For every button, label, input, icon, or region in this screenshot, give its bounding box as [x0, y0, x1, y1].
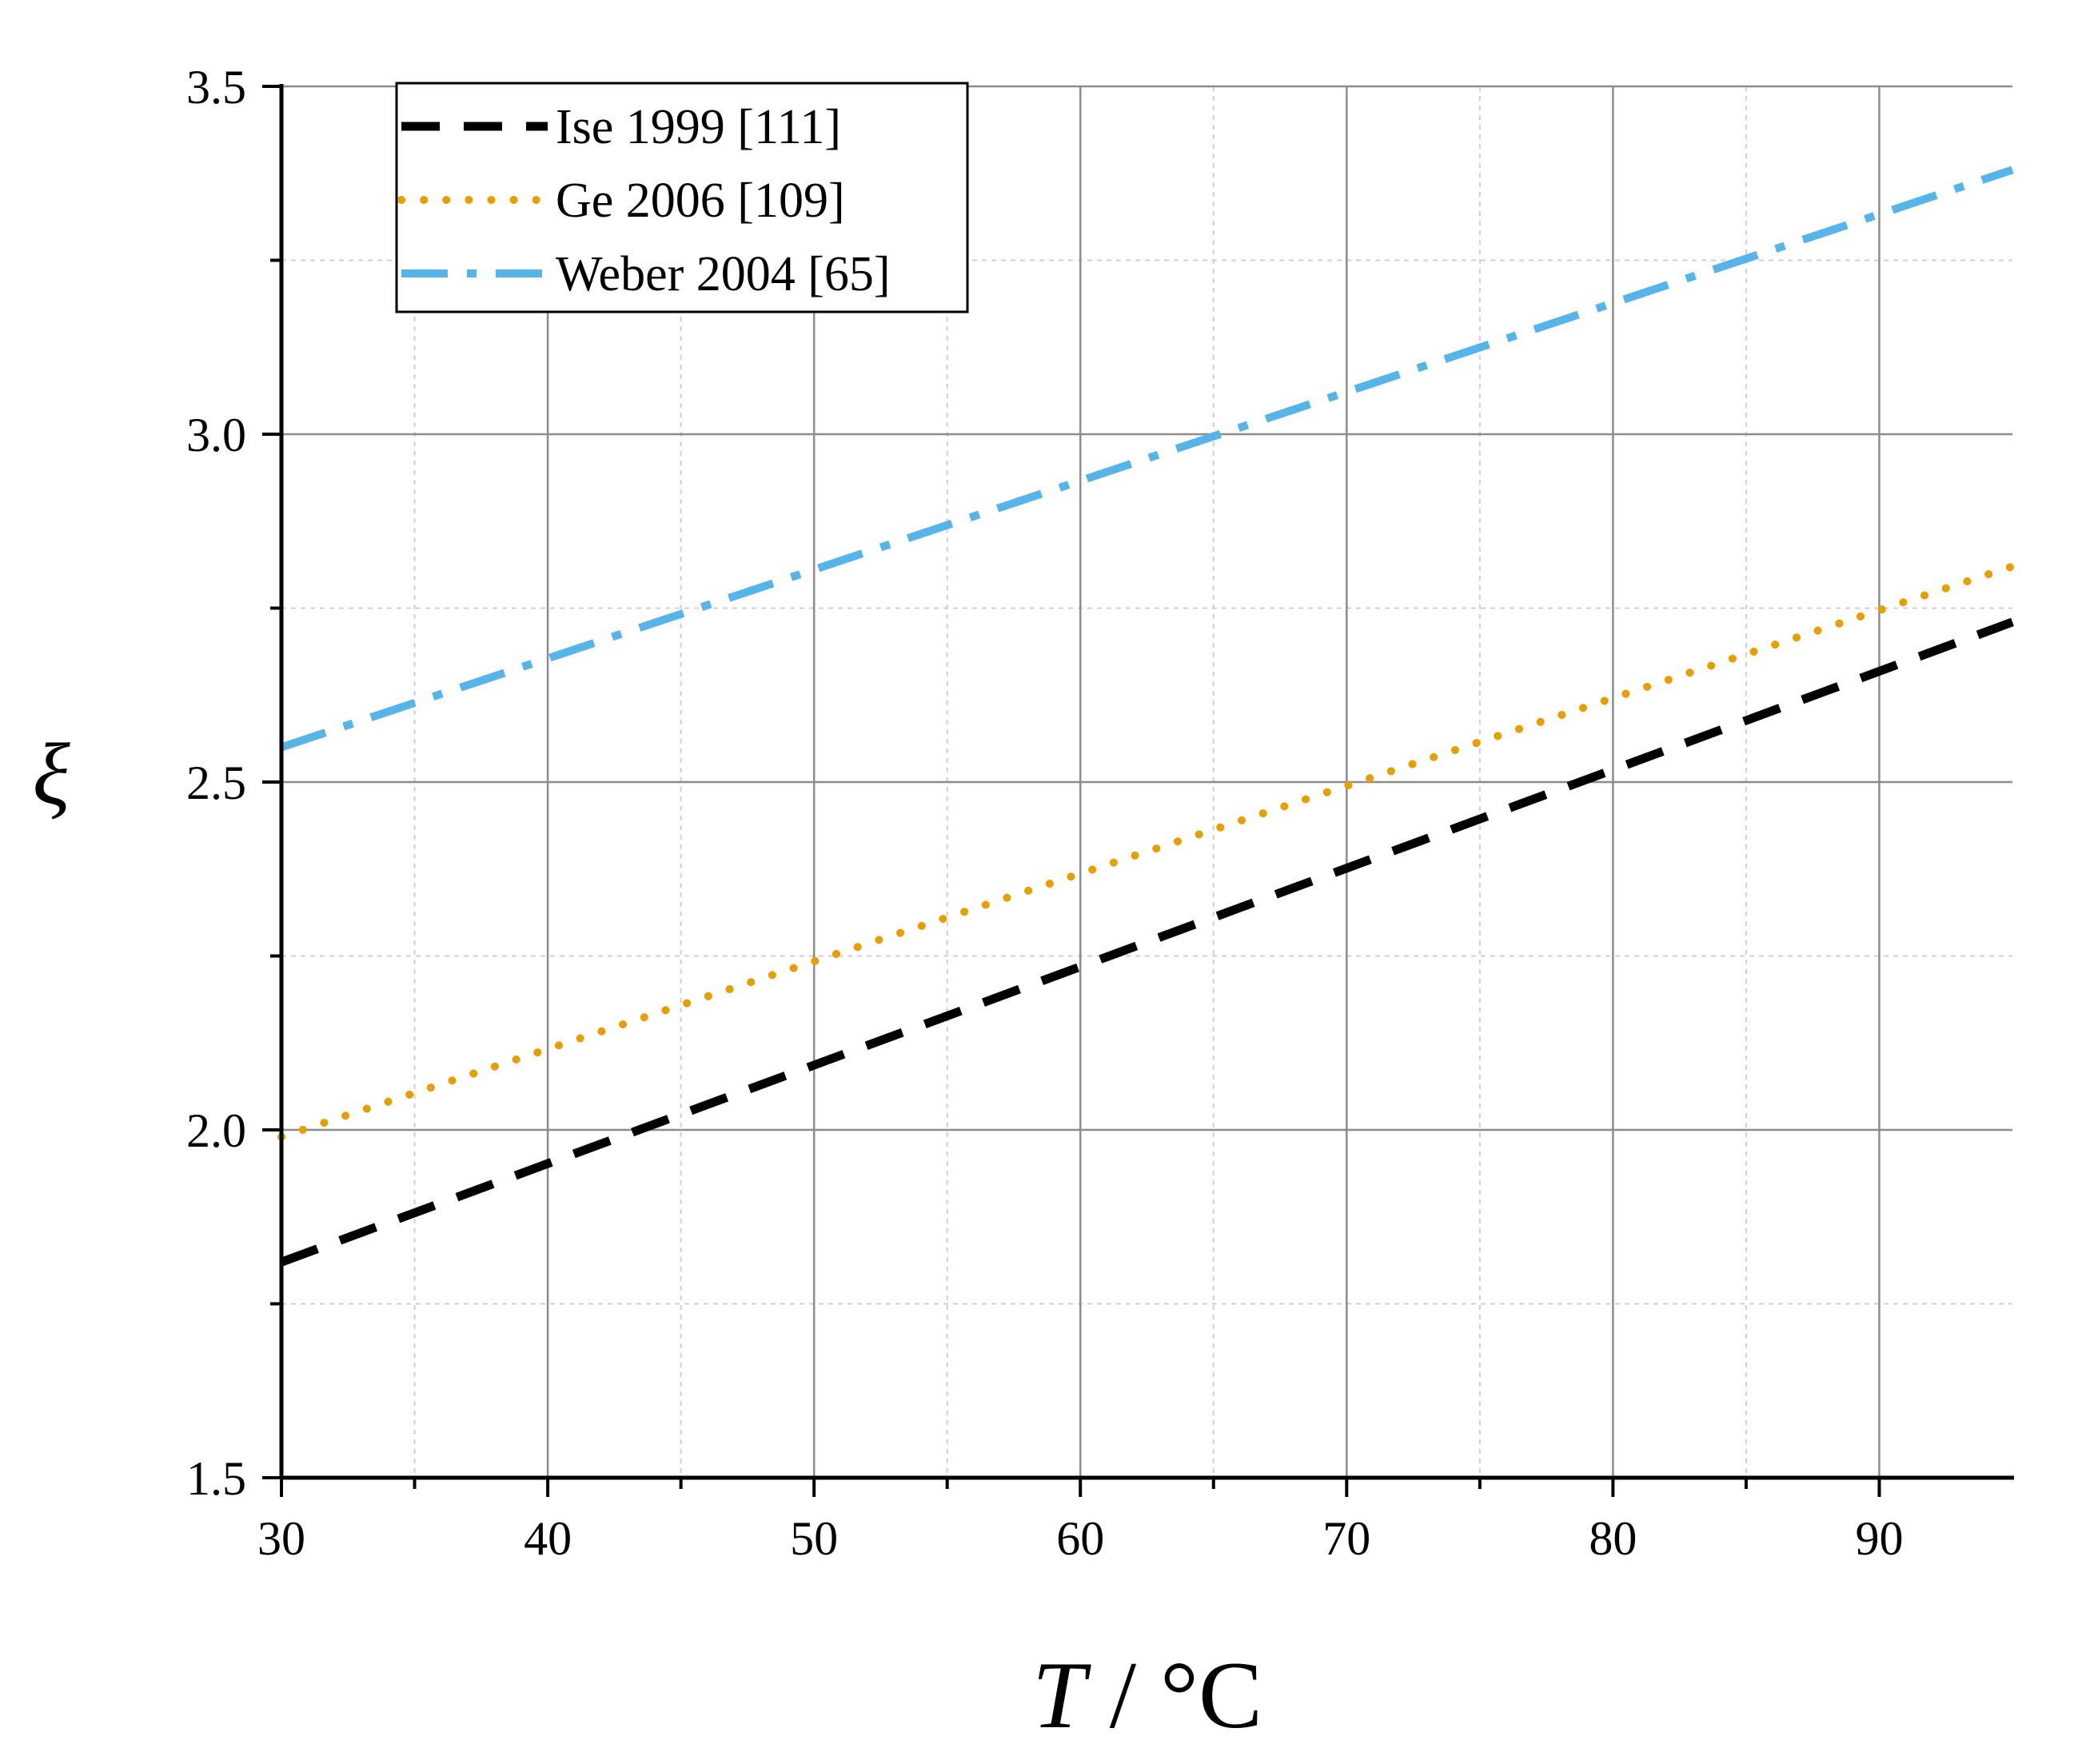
axes: 30 40 50 60 70 80 90 1.5 2.0 2.5 3.0 3.5 T / °C ξ	[32, 61, 2014, 1748]
series-layer	[277, 166, 2016, 1267]
y-tick-label: 3.0	[186, 409, 246, 461]
y-tick-label: 2.0	[186, 1104, 246, 1157]
legend-label-3: Weber 2004 [65]	[556, 247, 891, 301]
x-axis-unit: / °C	[1086, 1642, 1262, 1748]
series-line-2	[277, 562, 2016, 1141]
x-tick-label: 40	[524, 1512, 572, 1565]
legend-label-1: Ise 1999 [111]	[556, 100, 841, 154]
legend: Ise 1999 [111] Ge 2006 [109] Weber 2004 [6…	[395, 82, 969, 313]
x-tick-label: 60	[1056, 1512, 1104, 1565]
x-tick-label: 30	[257, 1512, 305, 1565]
y-tick-label: 1.5	[186, 1452, 246, 1505]
series-line-1	[280, 617, 2014, 1267]
x-tick-label: 90	[1855, 1512, 1903, 1565]
grid	[281, 85, 2012, 1478]
y-tick-label: 3.5	[186, 61, 246, 114]
legend-label-2: Ge 2006 [109]	[556, 174, 845, 228]
series-line-3	[280, 166, 2014, 752]
x-axis-symbol: T	[1032, 1642, 1091, 1748]
y-axis-title: ξ	[32, 725, 70, 823]
x-tick-label: 50	[790, 1512, 838, 1565]
y-tick-label: 2.5	[186, 756, 246, 809]
x-axis-title: T / °C	[1032, 1642, 1262, 1748]
x-tick-label: 70	[1322, 1512, 1370, 1565]
x-tick-label: 80	[1589, 1512, 1637, 1565]
